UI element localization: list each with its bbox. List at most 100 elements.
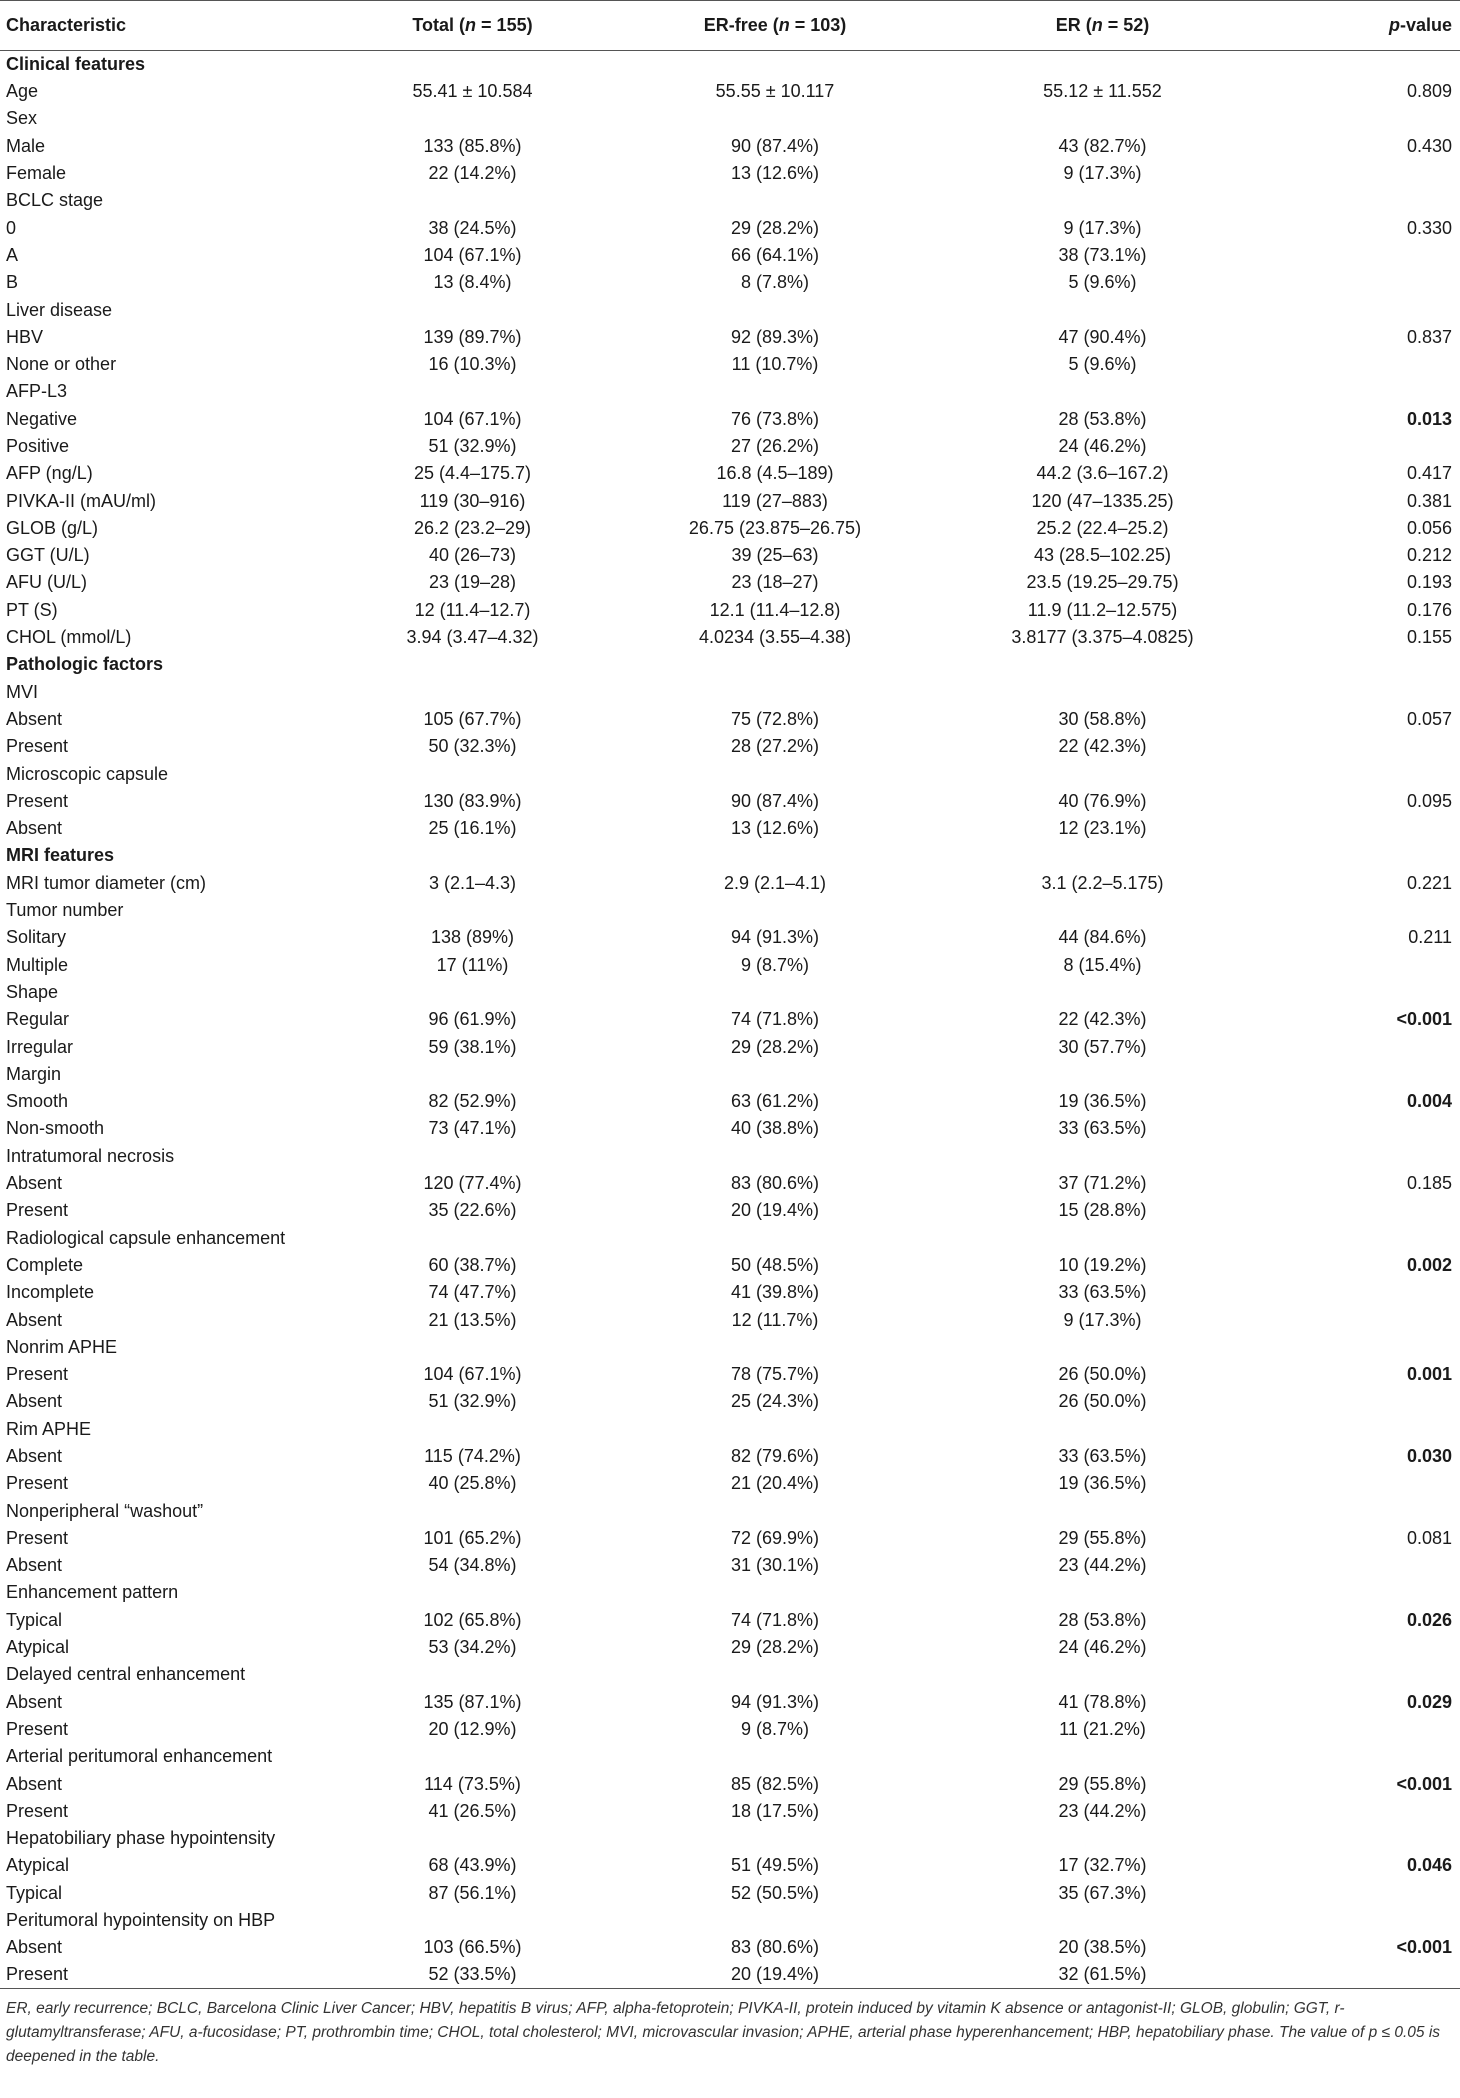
table-row: MRI tumor diameter (cm) 3 (2.1–4.3) 2.9 (2… bbox=[0, 870, 1460, 897]
table-row: HBV 139 (89.7%) 92 (89.3%) 47 (90.4%) 0.837 bbox=[0, 324, 1460, 351]
table-row: Rim APHE bbox=[0, 1416, 1460, 1443]
cell-total: 119 (30–916) bbox=[419, 490, 526, 511]
cell-p-value bbox=[1270, 1961, 1460, 1990]
table-row: Solitary 138 (89%) 94 (91.3%) 44 (84.6%) 0.2… bbox=[0, 924, 1460, 951]
cell-characteristic: Negative bbox=[6, 408, 78, 429]
cell-total: 104 (67.1%) bbox=[423, 408, 522, 429]
cell-er bbox=[935, 897, 1270, 924]
cell-er bbox=[935, 842, 1270, 869]
cell-total: 38 (24.5%) bbox=[428, 217, 517, 238]
table-row: Hepatobiliary phase hypointensity bbox=[0, 1825, 1460, 1852]
table-row: Arterial peritumoral enhancement bbox=[0, 1743, 1460, 1770]
cell-characteristic: HBV bbox=[6, 326, 44, 347]
cell-total bbox=[330, 679, 615, 706]
cell-p-value: 0.056 bbox=[1406, 517, 1452, 538]
cell-er bbox=[935, 1334, 1270, 1361]
cell-er: 32 (61.5%) bbox=[935, 1961, 1270, 1990]
cell-er-free: 83 (80.6%) bbox=[730, 1937, 820, 1958]
cell-total bbox=[330, 187, 615, 214]
cell-total: 41 (26.5%) bbox=[428, 1800, 517, 1821]
cell-total bbox=[330, 897, 615, 924]
table-row: Typical 87 (56.1%) 52 (50.5%) 35 (67.3%) bbox=[0, 1880, 1460, 1907]
table-row: Delayed central enhancement bbox=[0, 1661, 1460, 1688]
cell-characteristic: Incomplete bbox=[6, 1282, 95, 1303]
cell-characteristic: PIVKA-II (mAU/ml) bbox=[6, 490, 157, 511]
table-row: Female 22 (14.2%) 13 (12.6%) 9 (17.3%) bbox=[0, 160, 1460, 187]
cell-characteristic: Absent bbox=[6, 1173, 63, 1194]
cell-characteristic: None or other bbox=[6, 354, 117, 375]
cell-er: 5 (9.6%) bbox=[1068, 272, 1137, 293]
table-row: Tumor number bbox=[0, 897, 1460, 924]
cell-p-value bbox=[1270, 979, 1460, 1006]
cell-total bbox=[330, 842, 615, 869]
cell-er-free: 9 (8.7%) bbox=[740, 954, 810, 975]
cell-total bbox=[330, 51, 615, 79]
cell-er: 41 (78.8%) bbox=[1058, 1691, 1147, 1712]
cell-p-value: 0.001 bbox=[1406, 1364, 1452, 1385]
cell-er bbox=[935, 296, 1270, 323]
cell-characteristic: Regular bbox=[6, 1009, 70, 1030]
cell-er-free bbox=[615, 1416, 935, 1443]
cell-er-free bbox=[615, 1224, 935, 1251]
cell-characteristic: Absent bbox=[6, 1555, 63, 1576]
cell-er: 22 (42.3%) bbox=[1058, 1009, 1147, 1030]
cell-er-free bbox=[615, 679, 935, 706]
cell-characteristic: CHOL (mmol/L) bbox=[6, 627, 132, 648]
cell-er-free: 72 (69.9%) bbox=[730, 1527, 820, 1548]
cell-er-free: 78 (75.7%) bbox=[730, 1364, 820, 1385]
cell-total: 3.94 (3.47–4.32) bbox=[406, 627, 539, 648]
cell-er-free: 74 (71.8%) bbox=[730, 1609, 820, 1630]
cell-total: 59 (38.1%) bbox=[428, 1036, 517, 1057]
cell-total: 96 (61.9%) bbox=[428, 1009, 517, 1030]
cell-total bbox=[330, 1661, 615, 1688]
cell-er: 19 (36.5%) bbox=[1058, 1091, 1147, 1112]
cell-er-free: 66 (64.1%) bbox=[730, 244, 820, 265]
cell-p-value bbox=[1270, 51, 1460, 79]
table-row: Regular 96 (61.9%) 74 (71.8%) 22 (42.3%) <0.… bbox=[0, 1006, 1460, 1033]
cell-er-free bbox=[615, 979, 935, 1006]
cell-total: 120 (77.4%) bbox=[423, 1173, 522, 1194]
cell-er: 55.12 ± 11.552 bbox=[1043, 81, 1162, 102]
cell-characteristic: Positive bbox=[6, 436, 70, 456]
cell-characteristic: Atypical bbox=[6, 1637, 70, 1658]
cell-characteristic: Microscopic capsule bbox=[6, 763, 169, 784]
table-row: GGT (U/L) 40 (26–73) 39 (25–63) 43 (28.5–10… bbox=[0, 542, 1460, 569]
cell-p-value: 0.155 bbox=[1406, 627, 1452, 648]
cell-characteristic: B bbox=[6, 272, 19, 293]
cell-total: 101 (65.2%) bbox=[423, 1527, 522, 1548]
cell-er-free bbox=[615, 1579, 935, 1606]
cell-total bbox=[330, 1334, 615, 1361]
cell-p-value: 0.809 bbox=[1406, 81, 1452, 102]
table-row: Non-smooth 73 (47.1%) 40 (38.8%) 33 (63.5%) bbox=[0, 1115, 1460, 1142]
cell-total bbox=[330, 1143, 615, 1170]
cell-p-value: 0.029 bbox=[1406, 1691, 1452, 1712]
cell-p-value bbox=[1270, 269, 1460, 296]
cell-er bbox=[935, 1579, 1270, 1606]
cell-p-value bbox=[1270, 433, 1460, 460]
cell-total bbox=[330, 1579, 615, 1606]
table-row: Present 35 (22.6%) 20 (19.4%) 15 (28.8%) bbox=[0, 1197, 1460, 1224]
cell-er: 15 (28.8%) bbox=[1058, 1200, 1147, 1221]
cell-er-free bbox=[615, 378, 935, 405]
cell-total: 54 (34.8%) bbox=[428, 1555, 517, 1576]
section-header-row: Pathologic factors bbox=[0, 651, 1460, 678]
cell-total bbox=[330, 1825, 615, 1852]
cell-er-free: 9 (8.7%) bbox=[740, 1718, 810, 1739]
cell-characteristic: Absent bbox=[6, 1773, 63, 1794]
cell-er-free: 13 (12.6%) bbox=[730, 163, 820, 184]
cell-er-free: 13 (12.6%) bbox=[730, 818, 820, 839]
cell-total: 60 (38.7%) bbox=[428, 1254, 517, 1275]
cell-total: 104 (67.1%) bbox=[423, 1364, 522, 1385]
cell-er: 9 (17.3%) bbox=[1063, 217, 1142, 238]
cell-characteristic: Enhancement pattern bbox=[6, 1582, 179, 1603]
cell-total: 68 (43.9%) bbox=[428, 1855, 517, 1876]
table-row: Present 130 (83.9%) 90 (87.4%) 40 (76.9%) 0.… bbox=[0, 788, 1460, 815]
cell-characteristic: Rim APHE bbox=[6, 1418, 92, 1439]
cell-characteristic: BCLC stage bbox=[6, 190, 104, 211]
cell-er: 17 (32.7%) bbox=[1058, 1855, 1147, 1876]
cell-total: 13 (8.4%) bbox=[433, 272, 512, 293]
table-row: PIVKA-II (mAU/ml) 119 (30–916) 119 (27–883… bbox=[0, 487, 1460, 514]
cell-er: 24 (46.2%) bbox=[1058, 436, 1147, 456]
cell-er-free: 90 (87.4%) bbox=[730, 135, 820, 156]
cell-er: 120 (47–1335.25) bbox=[1031, 490, 1174, 511]
